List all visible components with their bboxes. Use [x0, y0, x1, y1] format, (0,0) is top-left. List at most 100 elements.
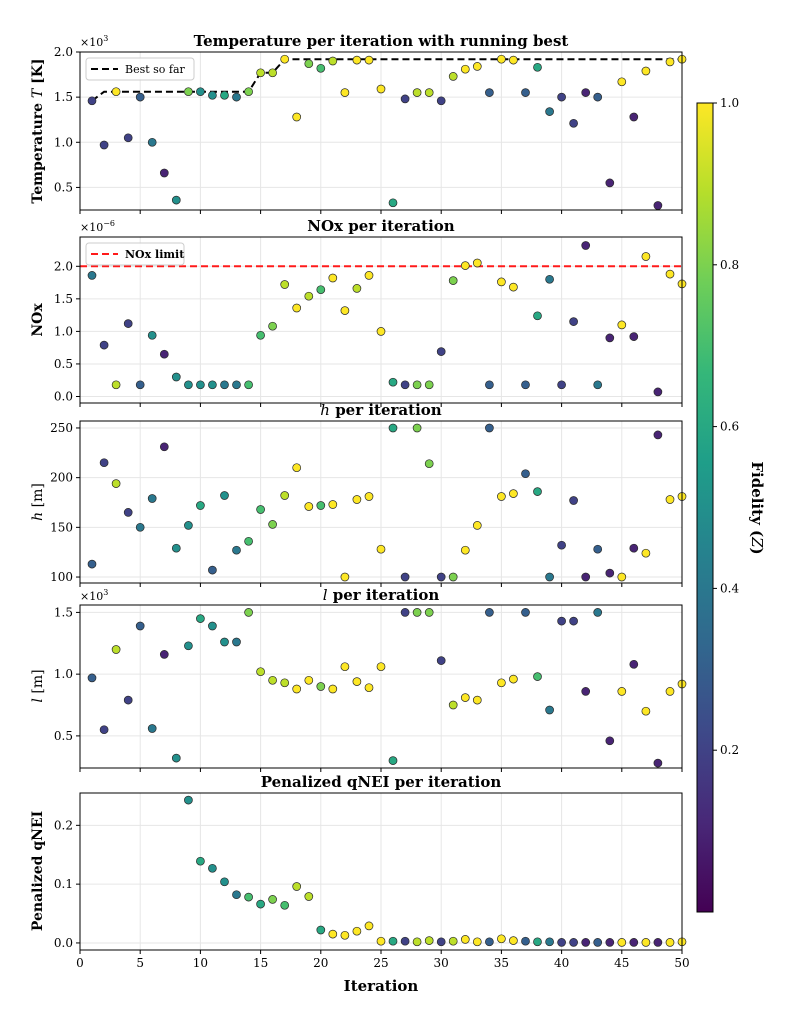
data-point	[171, 543, 181, 553]
data-point	[292, 684, 302, 694]
legend-label-best: Best so far	[125, 63, 186, 76]
data-point	[605, 736, 615, 746]
x-tick-label: 5	[136, 956, 144, 970]
colorbar-tick-label: 0.4	[720, 581, 739, 595]
scale-label-exp: 3	[103, 34, 108, 43]
data-point	[256, 899, 265, 909]
data-point	[521, 380, 530, 390]
data-point	[123, 319, 133, 328]
data-point	[485, 423, 494, 433]
data-point	[424, 936, 434, 945]
data-point	[581, 572, 591, 582]
y-tick-label: 0.1	[54, 877, 73, 891]
data-point	[533, 487, 542, 496]
y-tick-label: 0.0	[54, 389, 73, 403]
data-point	[159, 168, 169, 178]
y-axis-label-var: h	[30, 512, 46, 521]
data-point	[472, 521, 482, 530]
y-axis-label-post: [K]	[30, 58, 46, 88]
data-point	[111, 87, 121, 97]
data-point	[497, 678, 506, 688]
legend-box	[85, 57, 195, 81]
data-point	[665, 687, 675, 696]
data-point	[147, 330, 157, 340]
panel-l: 0.5 1.0 1.5 l per iteration ×103 l [m]	[30, 586, 687, 772]
data-point	[617, 938, 627, 947]
data-point	[171, 372, 181, 382]
data-point	[533, 937, 542, 947]
colorbar: 0.2 0.4 0.6 0.8 1.0 Fidelity (Z)	[696, 96, 766, 913]
data-point	[244, 380, 253, 390]
legend-box	[85, 242, 185, 266]
data-point	[184, 641, 193, 651]
panel-qnei: 0.0 0.1 0.2 0 5 10 15 20 25 30 35 40 45 50 Penalized…	[30, 773, 690, 995]
y-tick-label: 1.0	[54, 135, 73, 149]
legend-label-nox-limit: NOx limit	[125, 248, 185, 261]
data-point	[340, 88, 350, 97]
data-point	[400, 936, 410, 946]
data-point	[208, 380, 217, 390]
y-axis-label: NOx	[30, 303, 46, 337]
data-point	[147, 724, 157, 733]
data-point	[617, 687, 627, 696]
y-ticks: 0.0 0.1 0.2	[54, 818, 80, 950]
panel-title-var: h	[320, 401, 330, 419]
data-point	[545, 572, 554, 582]
data-point	[581, 241, 591, 250]
legend: Best so far	[85, 57, 195, 81]
data-point	[509, 489, 518, 498]
data-point	[364, 492, 374, 501]
data-point	[232, 92, 241, 102]
data-point	[232, 545, 241, 555]
data-point	[448, 72, 458, 81]
y-axis-label: l [m]	[30, 669, 46, 702]
data-point	[111, 645, 121, 654]
data-point	[653, 758, 663, 768]
data-point	[352, 284, 362, 293]
data-point	[653, 387, 663, 397]
y-tick-label: 0.5	[54, 357, 73, 371]
data-point	[629, 938, 639, 947]
data-points	[87, 608, 687, 768]
data-point	[268, 675, 277, 685]
data-point	[436, 937, 446, 947]
data-point	[557, 380, 566, 390]
y-tick-label: 1.5	[54, 90, 73, 104]
y-tick-label: 100	[50, 570, 73, 584]
data-point	[581, 88, 591, 97]
y-axis-label-post: [m]	[30, 669, 46, 698]
data-point	[99, 725, 109, 735]
y-tick-label: 1.5	[54, 605, 73, 619]
data-point	[629, 659, 639, 669]
data-point	[256, 667, 265, 677]
data-point	[424, 459, 434, 469]
colorbar-label: Fidelity (Z)	[748, 461, 766, 554]
data-point	[448, 276, 458, 285]
data-point	[509, 936, 518, 945]
data-point	[424, 88, 434, 97]
data-point	[99, 458, 109, 468]
data-point	[87, 96, 97, 106]
data-point	[545, 937, 554, 947]
x-axis-label: Iteration	[344, 977, 419, 995]
scale-label-base: ×10	[80, 36, 103, 49]
data-point	[509, 674, 518, 684]
data-point	[665, 495, 675, 504]
data-point	[159, 650, 169, 659]
data-point	[629, 332, 639, 341]
y-axis-label: Penalized qNEI	[30, 811, 46, 931]
data-point	[605, 178, 615, 188]
data-point	[328, 684, 338, 694]
data-point	[557, 616, 566, 626]
y-tick-label: 2.0	[54, 259, 73, 273]
data-point	[99, 340, 109, 350]
data-point	[292, 463, 302, 473]
data-point	[196, 380, 205, 390]
data-point	[388, 423, 398, 433]
y-tick-label: 1.5	[54, 292, 73, 306]
data-point	[472, 695, 482, 705]
data-point	[569, 118, 578, 128]
colorbar-tick-label: 0.8	[720, 258, 739, 272]
data-point	[232, 637, 241, 647]
